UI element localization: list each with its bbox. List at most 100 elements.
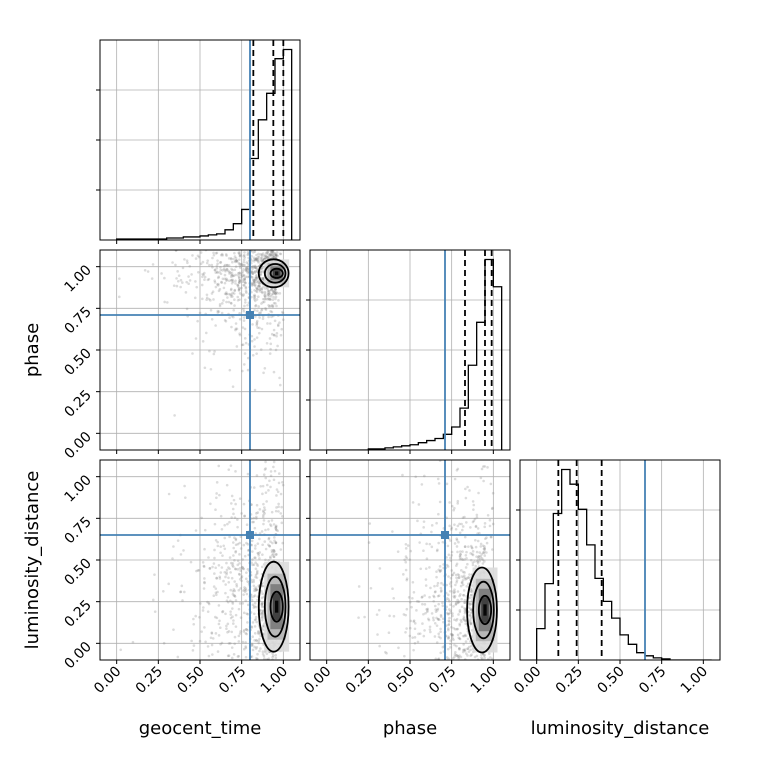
tick-label-x: 1.00 [258, 664, 291, 697]
scatter-point [422, 634, 426, 638]
scatter-point [255, 503, 259, 507]
scatter-point [430, 524, 434, 527]
scatter-point [434, 590, 437, 593]
truth-marker [246, 531, 254, 539]
scatter-point [449, 632, 453, 636]
scatter-point [438, 565, 442, 568]
scatter-point [481, 544, 485, 548]
panel-geocent_time-hist [96, 39, 301, 244]
scatter-point [203, 278, 206, 282]
scatter-point [234, 537, 238, 541]
scatter-point [194, 529, 198, 532]
scatter-point [260, 612, 263, 615]
scatter-point [191, 254, 194, 257]
scatter-point [223, 536, 227, 540]
scatter-point [238, 332, 241, 335]
scatter-point [254, 304, 257, 308]
scatter-point [471, 500, 475, 503]
scatter-point [255, 474, 259, 477]
scatter-point [267, 519, 271, 523]
scatter-point [232, 512, 235, 516]
scatter-points [119, 460, 285, 660]
scatter-point [179, 590, 182, 594]
scatter-point [230, 279, 234, 282]
scatter-point [460, 557, 463, 561]
plot-area [310, 250, 510, 450]
scatter-point [245, 628, 248, 631]
scatter-point [195, 569, 198, 573]
scatter-point [264, 460, 267, 464]
scatter-point [450, 633, 454, 636]
scatter-point [219, 514, 223, 518]
scatter-point [430, 530, 433, 534]
scatter-point [246, 268, 249, 271]
scatter-point [242, 278, 245, 281]
scatter-point [237, 572, 241, 576]
scatter-point [469, 654, 472, 658]
scatter-point [263, 367, 267, 370]
scatter-point [203, 626, 206, 629]
scatter-point [423, 629, 426, 632]
scatter-point [201, 340, 205, 343]
scatter-point [240, 579, 243, 583]
scatter-point [222, 544, 225, 548]
scatter-point [254, 258, 257, 262]
scatter-point [253, 526, 257, 530]
scatter-point [227, 576, 230, 580]
scatter-point [459, 618, 463, 622]
scatter-point [481, 558, 485, 562]
scatter-point [251, 271, 254, 274]
scatter-point [277, 505, 280, 509]
scatter-point [420, 596, 424, 599]
scatter-point [225, 572, 228, 576]
scatter-point [275, 488, 279, 491]
scatter-point [172, 628, 175, 631]
scatter-point [273, 469, 277, 473]
scatter-point [232, 594, 236, 597]
scatter-point [211, 653, 214, 656]
scatter-point [483, 465, 487, 468]
scatter-point [203, 275, 207, 279]
scatter-point [482, 551, 486, 555]
scatter-point [272, 552, 275, 556]
scatter-point [267, 293, 270, 296]
scatter-point [455, 581, 458, 584]
scatter-point [270, 250, 274, 253]
scatter-point [213, 548, 216, 552]
scatter-point [449, 539, 452, 542]
scatter-point [260, 254, 264, 257]
scatter-point [270, 332, 274, 336]
scatter-point [468, 613, 471, 617]
scatter-point [199, 602, 202, 605]
scatter-point [250, 265, 254, 269]
scatter-point [447, 623, 450, 627]
scatter-point [238, 279, 242, 283]
scatter-point [229, 295, 233, 298]
scatter-point [439, 630, 442, 634]
scatter-point [261, 252, 265, 255]
scatter-point [469, 644, 473, 648]
scatter-point [244, 268, 248, 272]
scatter-point [205, 298, 208, 302]
truth-marker [246, 311, 254, 319]
scatter-point [177, 274, 181, 277]
scatter-point [272, 465, 275, 469]
scatter-point [234, 599, 238, 602]
scatter-point [255, 512, 258, 515]
scatter-point [223, 273, 227, 277]
scatter-point [463, 609, 467, 613]
scatter-point [272, 478, 276, 482]
scatter-point [232, 652, 236, 656]
scatter-point [225, 254, 228, 257]
scatter-point [396, 550, 400, 553]
scatter-point [268, 544, 272, 548]
scatter-point [252, 584, 256, 588]
scatter-point [198, 615, 201, 619]
scatter-point [451, 612, 454, 615]
scatter-point [448, 524, 451, 528]
scatter-point [436, 477, 440, 481]
scatter-point [404, 542, 408, 546]
scatter-point [463, 535, 467, 539]
scatter-point [432, 594, 435, 598]
scatter-point [274, 295, 278, 299]
